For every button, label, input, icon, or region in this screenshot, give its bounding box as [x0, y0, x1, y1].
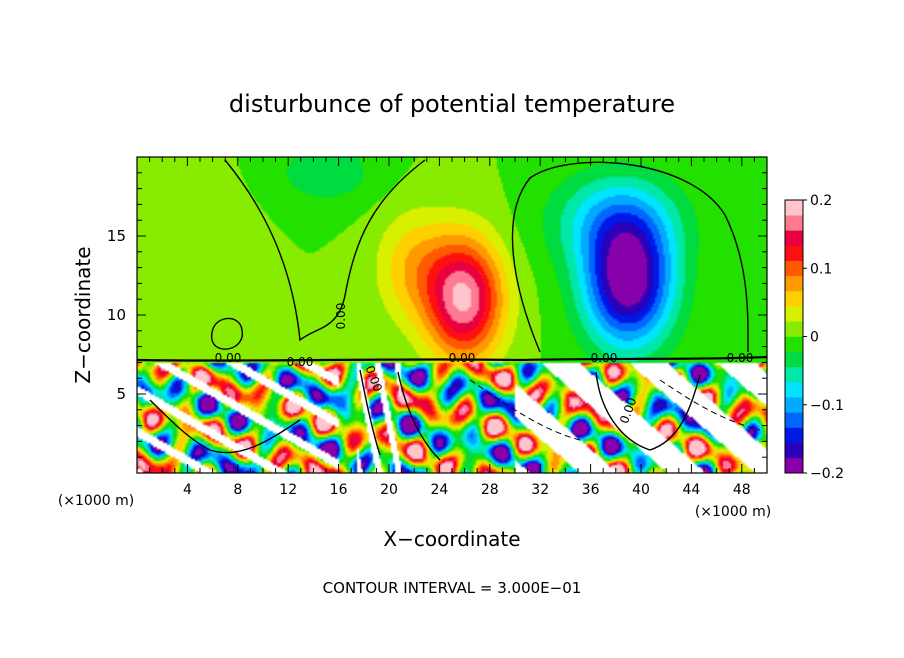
contour-label: 0.00	[287, 355, 314, 369]
x-axis-label: X−coordinate	[383, 527, 520, 551]
colorbar-band	[785, 366, 803, 383]
colorbar-tick-label: 0	[810, 330, 819, 346]
colorbar-band	[785, 336, 803, 352]
contour-labels: 0.00 0.00 0.00 0.000.000.000.000.00	[215, 303, 754, 426]
colorbar-ticks: 0.2 0.1 0 −0.1 −0.2	[803, 193, 844, 482]
x-tick-label: 28	[481, 482, 499, 498]
y-tick-label: 5	[116, 385, 126, 403]
colorbar-band	[785, 412, 803, 428]
contour-line-inversion	[137, 355, 767, 362]
x-tick-label: 12	[279, 482, 297, 498]
contour-line-lower-b	[397, 371, 441, 461]
temperature-field	[137, 157, 767, 473]
contour-line-lower-c	[595, 371, 701, 451]
contour-label: 0.00	[215, 351, 242, 365]
chart-title: disturbunce of potential temperature	[229, 90, 675, 118]
colorbar-band	[785, 260, 803, 277]
x-tick-label: 36	[582, 482, 600, 498]
colorbar-tick-label: −0.1	[810, 398, 844, 414]
y-tick-label: 10	[107, 306, 126, 324]
contour-line-lower-a	[359, 369, 381, 456]
colorbar-band	[785, 200, 803, 216]
x-tick-label: 4	[183, 482, 192, 498]
contour-line-lower-d	[149, 399, 301, 454]
colorbar-band	[785, 275, 803, 292]
colorbar-band	[785, 215, 803, 231]
colorbar-band	[785, 245, 803, 261]
x-tick-label: 16	[330, 482, 348, 498]
colorbar-band	[785, 321, 803, 337]
y-tick-label: 15	[107, 227, 126, 245]
x-tick-label: 48	[733, 482, 751, 498]
x-unit-left: (×1000 m)	[58, 493, 134, 509]
colorbar-band	[785, 397, 803, 413]
contour-line-dashed-b	[659, 379, 761, 431]
colorbar-band	[785, 427, 803, 443]
contour-label: 0.00	[334, 303, 348, 330]
contour-label: 0.00	[449, 351, 476, 365]
colorbar-bands	[785, 200, 803, 474]
x-tick-label: 20	[380, 482, 398, 498]
colorbar-band	[785, 291, 803, 307]
x-ticks: 4 8 12 16 20 24 28 32 36 40 44 48	[149, 157, 755, 498]
contour-line-dashed-a	[469, 379, 581, 441]
colorbar-tick-label: 0.2	[810, 193, 832, 209]
colorbar-band	[785, 306, 803, 322]
contour-interval-note: CONTOUR INTERVAL = 3.000E−01	[323, 579, 582, 597]
contour-line-left-plume	[224, 159, 426, 342]
colorbar-tick-label: 0.1	[810, 261, 832, 277]
contour-label: 0.00	[591, 351, 618, 365]
colorbar-band	[785, 351, 803, 368]
x-tick-label: 24	[430, 482, 448, 498]
colorbar-band	[785, 230, 803, 246]
contour-line-small-loop	[211, 317, 243, 350]
colorbar: 0.2 0.1 0 −0.1 −0.2	[784, 193, 844, 482]
y-axis-label: Z−coordinate	[71, 246, 95, 383]
contour-label: 0.00	[727, 351, 754, 365]
x-tick-label: 8	[233, 482, 242, 498]
x-unit-right: (×1000 m)	[695, 504, 771, 520]
contour-lines	[137, 159, 767, 461]
x-tick-label: 44	[682, 482, 700, 498]
colorbar-band	[785, 457, 803, 474]
contour-line-right-plume	[511, 161, 749, 353]
x-tick-label: 32	[531, 482, 549, 498]
y-ticks: 5 10 15	[107, 172, 767, 458]
colorbar-band	[785, 442, 803, 459]
x-tick-label: 40	[632, 482, 650, 498]
plot-area: 0.00 0.00 0.00 0.000.000.000.000.00 4 8 12 16 2…	[107, 156, 768, 498]
colorbar-band	[785, 382, 803, 398]
colorbar-tick-label: −0.2	[810, 466, 844, 482]
